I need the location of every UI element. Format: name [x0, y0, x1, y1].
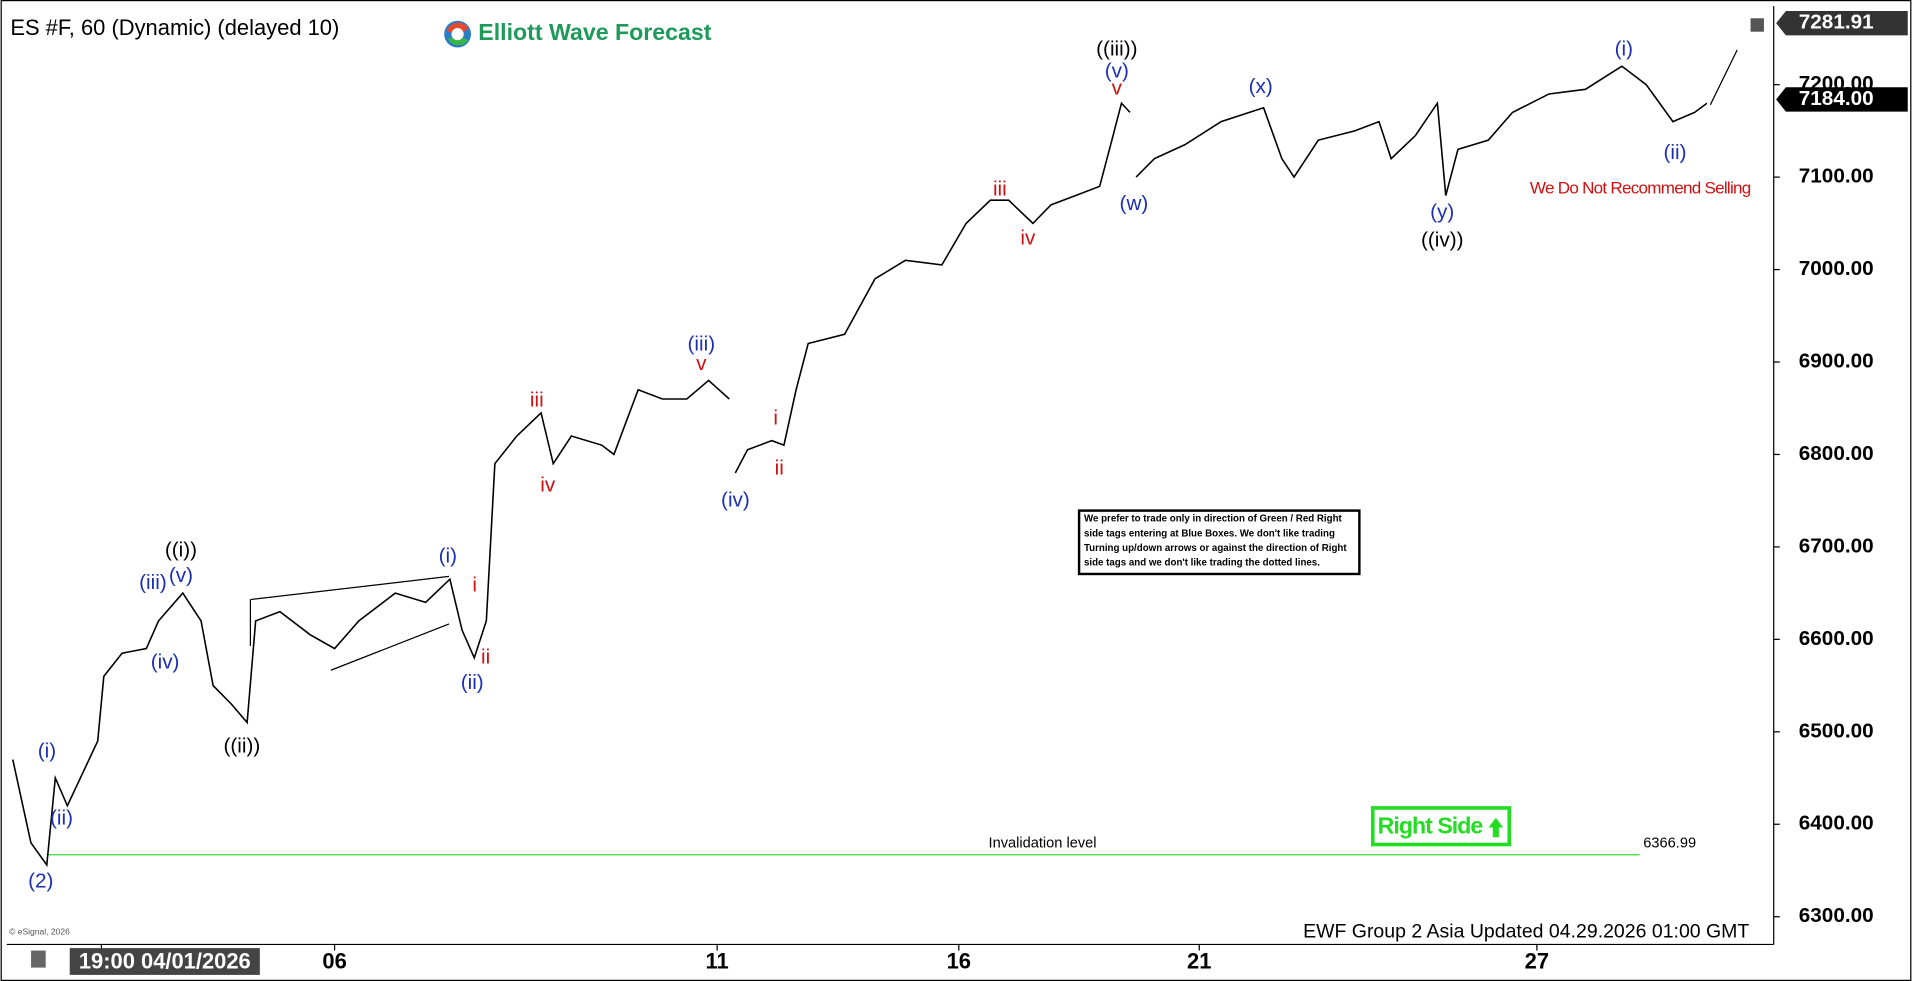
- wave-label: (iii): [139, 571, 167, 594]
- copyright: © eSignal, 2026: [9, 927, 70, 937]
- price-line: [12, 65, 1708, 868]
- x-tick-label: 27: [1525, 949, 1549, 974]
- x-tick-label: 16: [947, 949, 971, 974]
- wave-label: (ii): [461, 671, 484, 694]
- wave-label: (x): [1249, 75, 1273, 98]
- y-tick-label: 6900.00: [1799, 349, 1874, 372]
- invalidation-label: Invalidation level: [989, 836, 1097, 852]
- x-tick-label: 11: [706, 949, 729, 974]
- wave-label: (i): [38, 739, 56, 762]
- y-tick-label: 6300.00: [1799, 904, 1874, 927]
- x-tick-label: 21: [1187, 949, 1211, 974]
- invalidation-value: 6366.99: [1643, 836, 1696, 852]
- triangle-line: [330, 623, 450, 671]
- wave-label: ((i)): [165, 538, 197, 561]
- wave-label: ii: [481, 646, 490, 669]
- y-tick-label: 7000.00: [1799, 257, 1874, 280]
- dyn-icon[interactable]: [31, 950, 46, 968]
- wave-label: i: [472, 574, 477, 597]
- projection-arrow: [1709, 49, 1738, 106]
- price-tag: [1776, 10, 1908, 36]
- right-side-arrow: [1488, 817, 1504, 838]
- price-tag-label: 7281.91: [1799, 11, 1874, 34]
- footer-text: EWF Group 2 Asia Updated 04.29.2026 01:0…: [1303, 920, 1749, 942]
- wave-label: (ii): [50, 806, 73, 829]
- brand-logo: [444, 20, 471, 48]
- wave-label: (i): [439, 544, 457, 567]
- triangle-line: [250, 575, 450, 601]
- settings-icon[interactable]: [1750, 18, 1764, 32]
- warning-text: We Do Not Recommend Selling: [1530, 178, 1751, 197]
- wave-label: iv: [540, 474, 556, 497]
- note-line: We prefer to trade only in direction of …: [1084, 514, 1343, 525]
- y-tick-label: 6400.00: [1799, 812, 1874, 835]
- wave-label: ((iv)): [1421, 229, 1464, 252]
- chart-title: ES #F, 60 (Dynamic) (delayed 10): [10, 15, 339, 40]
- note-line: side tags entering at Blue Boxes. We don…: [1084, 528, 1335, 539]
- wave-label: iii: [530, 388, 544, 411]
- wave-label: iii: [993, 178, 1007, 201]
- y-tick-label: 6700.00: [1799, 534, 1874, 557]
- wave-label: (i): [1615, 37, 1633, 60]
- note-line: Turning up/down arrows or against the di…: [1084, 543, 1347, 554]
- wave-label: (iii): [688, 332, 716, 355]
- wave-label: (ii): [1663, 141, 1686, 164]
- note-line: side tags and we don't like trading the …: [1084, 558, 1320, 569]
- wave-label: i: [773, 407, 778, 430]
- price-tag-label: 7184.00: [1799, 87, 1874, 110]
- note-box: [1077, 509, 1361, 576]
- brand-name: Elliott Wave Forecast: [478, 19, 711, 45]
- wave-label: ((ii)): [223, 734, 260, 757]
- x-tick-label-box: [69, 948, 260, 975]
- wave-label: (iv): [151, 650, 180, 673]
- x-tick-label: 06: [322, 949, 346, 974]
- wave-label: iv: [1020, 226, 1036, 249]
- y-tick-label: 7100.00: [1799, 165, 1874, 188]
- y-tick-label: 6600.00: [1799, 627, 1874, 650]
- wave-label: (v): [169, 564, 193, 587]
- wave-label: (v): [1105, 59, 1129, 82]
- wave-label: (w): [1120, 192, 1149, 215]
- price-tag: [1776, 87, 1908, 112]
- wave-label: v: [696, 352, 707, 375]
- x-tick-label: 19:00 04/01/2026: [79, 949, 251, 974]
- y-tick-label: 6800.00: [1799, 442, 1874, 465]
- wave-label: (2): [28, 870, 53, 893]
- wave-label: (y): [1430, 201, 1454, 224]
- wave-label: ((iii)): [1096, 37, 1137, 60]
- right-side-text: Right Side: [1378, 813, 1484, 839]
- y-tick-label: 6500.00: [1799, 719, 1874, 742]
- wave-label: (iv): [721, 488, 750, 511]
- wave-label: v: [1112, 76, 1123, 99]
- wave-label: ii: [775, 457, 784, 480]
- right-side-box: [1370, 806, 1512, 847]
